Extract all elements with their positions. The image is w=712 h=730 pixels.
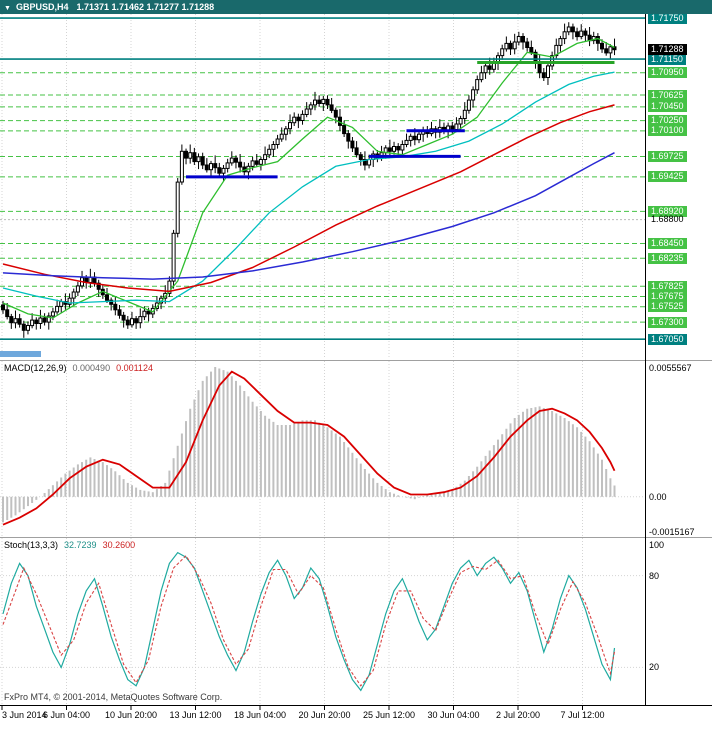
macd-name: MACD(12,26,9) [4,363,67,373]
time-axis-label: 6 Jun 04:00 [42,710,91,720]
price-level-label: 1.70100 [648,125,687,137]
price-level-label: 1.71750 [648,12,687,24]
macd-indicator-label: MACD(12,26,9) 0.000490 0.001124 [4,363,159,373]
time-axis-label: 2 Jul 20:00 [495,710,541,720]
chart-menu-icon[interactable]: ▼ [4,5,11,12]
blue-support-segments[interactable] [186,129,465,179]
panel-borders [0,14,712,710]
macd-signal-value: 0.001124 [116,363,153,373]
stoch-indicator-label: Stoch(13,3,3) 32.7239 30.2600 [4,540,141,550]
ma-fast-green-line [2,37,615,319]
macd-signal-line [2,370,616,526]
candlesticks [1,22,617,338]
price-level-label: 1.67675 [648,291,687,302]
chart-symbol-title: GBPUSD,H4 [15,2,69,12]
price-level-label: 1.68235 [648,252,687,264]
price-level-label: 1.69725 [648,150,687,162]
time-axis-label: 10 Jun 20:00 [104,710,158,720]
key-level-lines[interactable] [0,17,645,341]
time-axis-label: 18 Jun 04:00 [233,710,287,720]
stoch-main-line [2,551,616,692]
price-level-label: 1.67525 [648,301,687,313]
stoch-axis-label: 100 [649,540,665,550]
price-level-label: 1.71288 [648,44,687,56]
macd-histogram [2,367,616,523]
ma-mid-aqua-line [2,71,615,304]
price-level-label: 1.70250 [648,115,687,127]
time-axis-label: 25 Jun 12:00 [362,710,416,720]
price-level-label: 1.67050 [648,333,687,345]
chart-title-bar: ▼ GBPUSD,H4 1.71371 1.71462 1.71277 1.7128… [0,0,712,14]
chart-ohlc-quotes: 1.71371 1.71462 1.71277 1.71288 [76,2,215,12]
price-level-label: 1.67825 [648,280,687,292]
price-level-label: 1.68920 [648,205,687,217]
stoch-axis-label: 80 [649,570,660,581]
h-scrollbar-thumb[interactable] [0,351,41,357]
stoch-grid [0,575,646,668]
macd-axis-label: 0.00 [649,491,667,502]
price-level-label: 1.71150 [648,53,686,65]
ma-slowest-blue-line [2,152,615,280]
price-axis[interactable]: 1.71750 1.71288 1.71150 1.70950 1.70625 1.704… [646,0,712,705]
price-level-label: 1.70450 [648,101,687,113]
time-axis-label: 30 Jun 04:00 [427,710,480,720]
copyright-text: FxPro MT4, © 2001-2014, MetaQuotes Softw… [4,692,223,702]
stoch-signal-value: 30.2600 [102,540,136,550]
price-level-label: 1.70625 [648,89,687,101]
stoch-axis-label: 20 [649,662,660,673]
time-axis-label: 3 Jun 2014 [2,710,47,720]
price-level-label: 1.68800 [651,214,684,225]
time-axis-label: 20 Jun 20:00 [298,710,351,720]
price-level-label: 1.69425 [648,171,687,183]
stoch-main-value: 32.7239 [64,540,97,550]
macd-axis-label: -0.0015167 [649,527,695,537]
time-axis-label: 7 Jul 12:00 [560,710,605,720]
price-level-label: 1.67300 [648,316,687,328]
price-level-label: 1.68450 [648,238,687,249]
macd-main-value: 0.000490 [72,363,111,373]
ma-slow-red-line [2,104,615,293]
stoch-signal-line [2,554,616,687]
stoch-name: Stoch(13,3,3) [4,540,59,550]
price-level-label: 1.70950 [648,67,687,79]
time-axis-label: 13 Jun 12:00 [169,710,222,720]
macd-axis-label: 0.0055567 [649,363,692,373]
time-axis[interactable]: 3 Jun 2014 6 Jun 04:00 10 Jun 20:00 13 Jun … [0,706,712,730]
